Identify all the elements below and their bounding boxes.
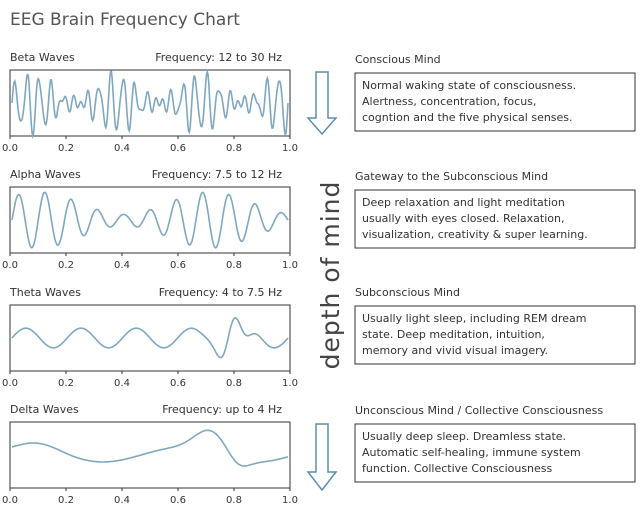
x-tick-label: 1.0	[282, 495, 298, 506]
description-line: memory and vivid visual imagery.	[362, 344, 548, 357]
x-tick-label: 0.8	[226, 495, 242, 506]
wave	[11, 316, 289, 359]
description-line: Normal waking state of consciousness.	[362, 79, 576, 92]
wave-name: Beta Waves	[10, 51, 75, 64]
description-line: Alertness, concentration, focus,	[362, 95, 536, 108]
description-line: Automatic self-healing, immune system	[362, 446, 581, 459]
heading: Subconscious Mind	[355, 286, 460, 299]
wave-name: Theta Waves	[9, 286, 81, 299]
wave	[11, 191, 289, 249]
heading: Unconscious Mind / Collective Consciousn…	[355, 404, 603, 417]
x-tick-label: 0.0	[2, 260, 18, 271]
heading: Gateway to the Subconscious Mind	[355, 170, 548, 183]
frequency: Frequency: up to 4 Hz	[162, 403, 282, 416]
x-tick-label: 1.0	[282, 378, 298, 389]
frequency: Frequency: 4 to 7.5 Hz	[159, 286, 283, 299]
x-tick-label: 0.2	[58, 495, 74, 506]
frequency: Frequency: 7.5 to 12 Hz	[152, 168, 283, 181]
title: EEG Brain Frequency Chart	[10, 10, 240, 30]
description-line: Deep relaxation and light meditation	[362, 196, 565, 209]
wave-name: Alpha Waves	[10, 168, 81, 181]
wave	[11, 69, 289, 139]
x-tick-label: 0.2	[58, 260, 74, 271]
description-box	[354, 423, 636, 483]
description-line: cogntion and the five physical senses.	[362, 111, 573, 124]
x-tick-label: 0.6	[170, 143, 186, 154]
description-line: function. Collective Consciousness	[362, 462, 553, 475]
description-line: Usually deep sleep. Dreamless state.	[362, 430, 566, 443]
x-tick-label: 0.4	[114, 495, 130, 506]
wave-box	[9, 421, 291, 489]
x-tick-label: 1.0	[282, 260, 298, 271]
x-tick-label: 0.0	[2, 143, 18, 154]
x-tick-label: 0.6	[170, 260, 186, 271]
x-tick-label: 0.8	[226, 260, 242, 271]
x-tick-label: 0.6	[170, 378, 186, 389]
x-tick-label: 0.8	[226, 378, 242, 389]
x-tick-label: 0.4	[114, 260, 130, 271]
x-tick-label: 0.0	[2, 495, 18, 506]
wave-name: Delta Waves	[10, 403, 79, 416]
description-line: state. Deep meditation, intuition,	[362, 328, 545, 341]
description-line: usually with eyes closed. Relaxation,	[362, 212, 564, 225]
wave	[11, 429, 289, 467]
side-label: depth of mind	[316, 181, 345, 370]
arrow-bottom	[306, 423, 338, 492]
description-box	[354, 305, 636, 365]
x-tick-label: 1.0	[282, 143, 298, 154]
heading: Conscious Mind	[355, 53, 441, 66]
wave-box	[9, 186, 291, 254]
x-tick-label: 0.6	[170, 495, 186, 506]
arrow-top	[306, 71, 338, 136]
x-tick-label: 0.2	[58, 378, 74, 389]
description-box	[354, 189, 636, 249]
description-box	[354, 72, 636, 132]
description-line: Usually light sleep, including REM dream	[362, 312, 586, 325]
x-tick-label: 0.4	[114, 378, 130, 389]
frequency: Frequency: 12 to 30 Hz	[155, 51, 282, 64]
x-tick-label: 0.8	[226, 143, 242, 154]
description-line: visualization, creativity & super learni…	[362, 228, 588, 241]
x-tick-label: 0.4	[114, 143, 130, 154]
x-tick-label: 0.2	[58, 143, 74, 154]
x-tick-label: 0.0	[2, 378, 18, 389]
